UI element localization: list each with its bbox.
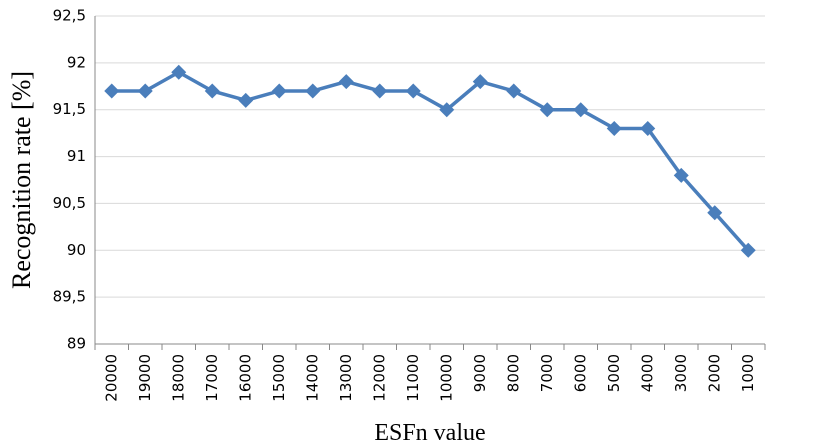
- y-tick-label: 89,5: [53, 288, 86, 306]
- y-tick-label: 90,5: [53, 194, 86, 212]
- x-tick-label: 5000: [605, 354, 623, 392]
- x-tick-label: 11000: [404, 354, 422, 402]
- marker: [573, 102, 589, 118]
- marker: [238, 92, 254, 108]
- marker: [137, 83, 153, 99]
- y-axis-title: Recognition rate [%]: [7, 71, 36, 289]
- line: [111, 70, 750, 252]
- x-tick-label: 9000: [471, 354, 489, 392]
- x-tick-label: 4000: [638, 354, 656, 392]
- x-tick-label: 15000: [270, 354, 288, 402]
- x-tick-label: 8000: [504, 354, 522, 392]
- marker: [271, 83, 287, 99]
- x-tick-label: 13000: [337, 354, 355, 402]
- y-tick-label: 90: [67, 241, 86, 259]
- marker: [305, 83, 321, 99]
- x-tick-label: 1000: [739, 354, 757, 392]
- marker: [506, 83, 522, 99]
- marker: [673, 167, 689, 183]
- x-tick-label: 17000: [203, 354, 221, 402]
- marker: [740, 242, 756, 258]
- marker: [405, 83, 421, 99]
- x-tick-label: 3000: [672, 354, 690, 392]
- y-tick-label: 91: [67, 147, 86, 165]
- marker: [606, 120, 622, 136]
- y-tick-label: 92: [67, 53, 86, 71]
- marker: [372, 83, 388, 99]
- marker: [707, 205, 723, 221]
- y-tick-label: 89: [67, 335, 86, 353]
- marker: [104, 83, 120, 99]
- x-tick-label: 2000: [705, 354, 723, 392]
- x-tick-label: 20000: [102, 354, 120, 402]
- y-tick-label: 91,5: [53, 100, 86, 118]
- x-tick-label: 14000: [303, 354, 321, 402]
- marker: [204, 83, 220, 99]
- x-tick-label: 7000: [538, 354, 556, 392]
- x-axis-title: ESFn value: [374, 420, 485, 446]
- x-tick-label: 10000: [437, 354, 455, 402]
- y-tick-label: 92,5: [53, 7, 86, 25]
- x-tick-label: 12000: [370, 354, 388, 402]
- marker: [338, 74, 354, 90]
- x-tick-label: 16000: [236, 354, 254, 402]
- marker: [171, 64, 187, 80]
- x-tick-label: 19000: [136, 354, 154, 402]
- x-tick-label: 6000: [571, 354, 589, 392]
- marker: [640, 120, 656, 136]
- marker: [539, 102, 555, 118]
- marker: [472, 74, 488, 90]
- marker: [439, 102, 455, 118]
- x-tick-label: 18000: [169, 354, 187, 402]
